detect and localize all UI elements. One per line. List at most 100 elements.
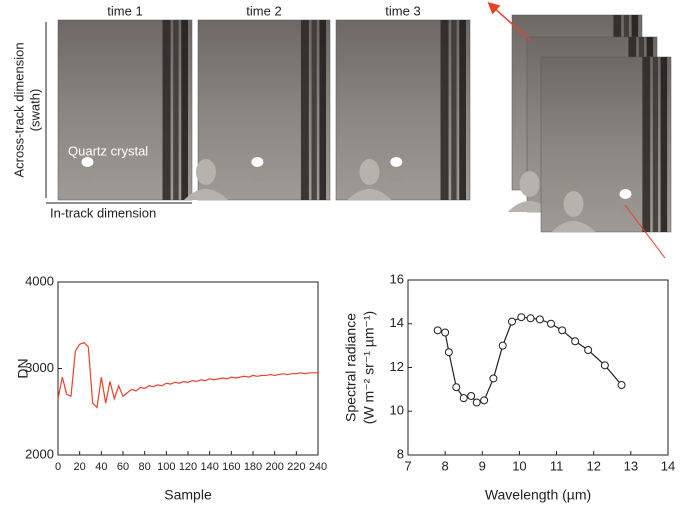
data-point: [472, 398, 481, 407]
image-head: [563, 191, 584, 217]
x-axis-title: Wavelength (µm): [485, 487, 591, 503]
x-tick-label: 20: [74, 461, 86, 473]
x-tick-label: 11: [550, 458, 564, 473]
across-label: Across-track dimension: [11, 42, 26, 177]
data-point: [617, 381, 626, 389]
image-stripe: [642, 57, 651, 232]
x-tick-label: 0: [55, 461, 61, 473]
y-tick-label: 8: [397, 446, 404, 461]
x-tick-label: 100: [157, 461, 175, 473]
data-point: [517, 313, 526, 322]
image-stripe: [652, 57, 658, 232]
y-tick-label: 12: [390, 359, 404, 374]
quartz-label: Quartz crystal: [68, 143, 148, 158]
crystal-box: [251, 168, 264, 182]
image-stripe: [173, 20, 179, 200]
in-track-label: In-track dimension: [50, 205, 156, 220]
data-point: [480, 396, 489, 405]
image-shoulders: [183, 189, 228, 200]
image-stripe: [319, 20, 327, 200]
data-point: [584, 346, 593, 354]
data-point: [508, 317, 516, 326]
y-tick-label: 16: [390, 271, 404, 286]
image-head: [519, 171, 540, 197]
time-label: time 3: [385, 3, 420, 18]
y-tick-label: 10: [390, 403, 404, 418]
data-line: [57, 341, 318, 409]
data-point: [444, 348, 453, 357]
x-tick-label: 220: [287, 461, 305, 473]
data-point: [558, 326, 567, 335]
x-tick-label: 240: [309, 461, 327, 473]
data-line: [437, 316, 623, 404]
image-head: [195, 159, 216, 185]
image-stripe: [440, 20, 449, 200]
crystal: [251, 157, 264, 167]
crystal-box: [390, 168, 403, 182]
image-panel: [335, 19, 471, 201]
image-stripe: [459, 20, 466, 200]
image-stripe: [162, 20, 171, 200]
x-tick-label: 7: [404, 458, 411, 473]
image-panel: [197, 19, 331, 201]
x-tick-label: 140: [200, 461, 218, 473]
data-point: [467, 391, 476, 400]
plot-frame: [407, 279, 669, 456]
data-point: [459, 394, 468, 403]
crystal-box: [81, 168, 94, 182]
x-tick-label: 9: [479, 458, 486, 473]
crystal: [81, 157, 94, 167]
image-panel: [540, 56, 672, 233]
red-line: [624, 204, 666, 259]
crystal: [619, 189, 632, 199]
data-point: [441, 328, 450, 337]
y-tick-label: 3000: [25, 360, 54, 375]
y-tick-label: 4000: [25, 273, 54, 288]
time-label: time 1: [107, 3, 142, 18]
x-tick-label: 180: [244, 461, 262, 473]
image-stripe: [451, 20, 457, 200]
x-tick-label: 40: [95, 461, 107, 473]
image-stripe: [300, 20, 309, 200]
image-stripe: [311, 20, 317, 200]
x-axis-title: Sample: [164, 487, 212, 503]
red-arrow: [487, 1, 531, 41]
x-tick-label: 200: [265, 461, 283, 473]
y-axis-title: Spectral radiance: [343, 313, 359, 422]
x-tick-label: 14: [661, 458, 675, 473]
y-axis-title: (W m⁻² sr⁻¹ µm⁻¹): [361, 311, 377, 424]
x-tick-label: 10: [512, 458, 526, 473]
x-tick-label: 60: [117, 461, 129, 473]
image-shoulders: [347, 189, 392, 200]
data-point: [433, 326, 442, 335]
y-tick-label: 2000: [25, 446, 54, 461]
crystal: [390, 157, 403, 167]
plot-frame: [57, 281, 319, 456]
y-tick-label: 14: [390, 315, 404, 330]
data-point: [489, 374, 498, 383]
image-shoulders: [507, 201, 552, 212]
data-point: [547, 319, 555, 328]
image-head: [359, 159, 380, 185]
data-point: [498, 341, 507, 350]
data-point: [526, 314, 535, 323]
time-label: time 2: [246, 3, 281, 18]
x-tick-label: 8: [442, 458, 449, 473]
x-tick-label: 120: [179, 461, 197, 473]
across-label: (swath): [27, 89, 42, 132]
image-shoulders: [551, 221, 596, 232]
x-tick-label: 160: [222, 461, 240, 473]
image-stripe: [181, 20, 188, 200]
image-stripe: [660, 57, 668, 232]
x-tick-label: 80: [139, 461, 151, 473]
data-point: [452, 383, 461, 392]
crystal-box: [619, 200, 632, 214]
data-point: [535, 315, 544, 324]
x-tick-label: 12: [586, 458, 600, 473]
image-panel: [57, 19, 193, 201]
data-point: [600, 361, 609, 370]
y-axis-title: DN: [15, 358, 31, 378]
x-tick-label: 13: [624, 458, 638, 473]
data-point: [571, 337, 580, 346]
